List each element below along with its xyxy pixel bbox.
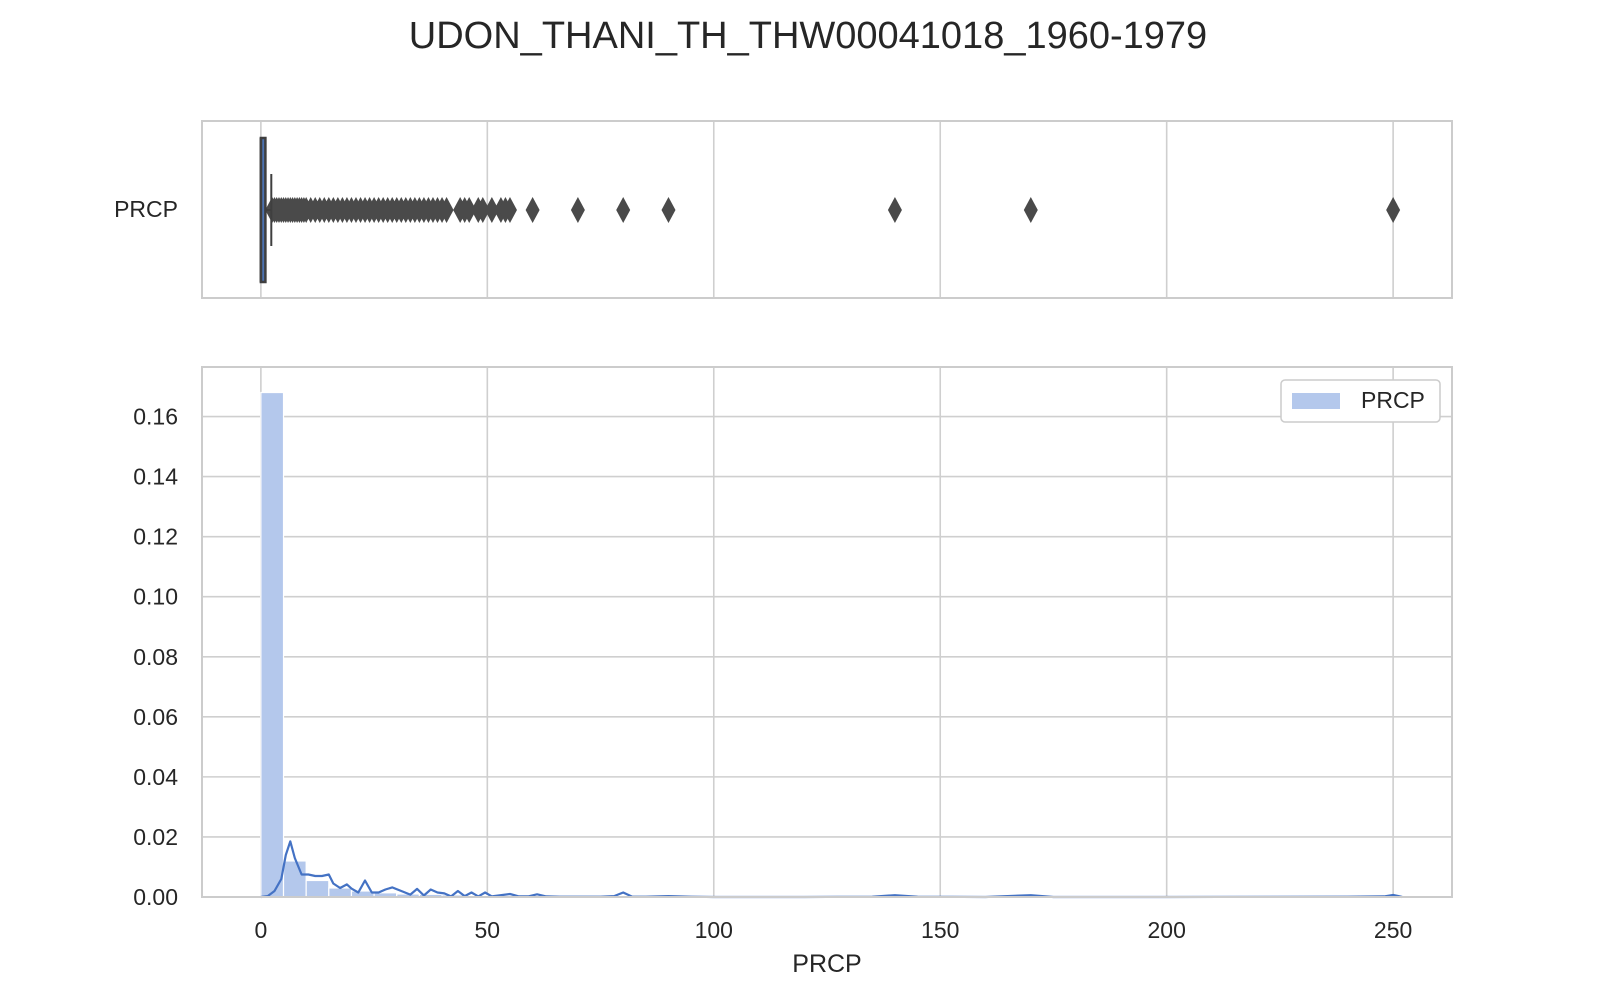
legend-label: PRCP [1361,387,1425,413]
ytick-label-5: 0.10 [133,584,178,610]
histogram-xtick-labels: 0 50 100 150 200 250 [254,917,1412,943]
ytick-label-6: 0.12 [133,524,178,550]
legend: PRCP [1281,380,1440,422]
histogram-ytick-labels: 0.00 0.02 0.04 0.06 0.08 0.10 0.12 0.14 0.16 [133,404,178,910]
xtick-label-50: 50 [475,917,501,943]
histogram-bar-0 [261,393,284,897]
outlier-point-56 [526,197,540,223]
histogram-panel: 0.00 0.02 0.04 0.06 0.08 0.10 0.12 0.14 0.16 0 50… [133,367,1452,978]
ytick-label-8: 0.16 [133,404,178,430]
ytick-label-4: 0.08 [133,644,178,670]
histogram-bar-1 [284,861,307,897]
histogram-bar-2 [306,880,329,897]
histogram-xlabel: PRCP [792,950,861,978]
outlier-point-59 [661,197,675,223]
ytick-label-0: 0.00 [133,884,178,910]
legend-swatch [1292,393,1340,409]
histogram-gridlines [202,367,1452,897]
ytick-label-7: 0.14 [133,464,178,490]
histogram-frame [202,367,1452,897]
boxplot-outliers [265,197,1400,223]
kde-line [261,841,1402,897]
histogram-bar-3 [329,888,352,897]
chart-title: UDON_THANI_TH_THW00041018_1960-1979 [409,15,1207,57]
ytick-label-1: 0.02 [133,824,178,850]
outlier-point-60 [888,197,902,223]
outlier-point-58 [616,197,630,223]
ytick-label-3: 0.06 [133,704,178,730]
xtick-label-0: 0 [254,917,267,943]
outlier-point-57 [571,197,585,223]
boxplot-ytick-label: PRCP [114,196,178,222]
xtick-label-200: 200 [1147,917,1185,943]
xtick-label-150: 150 [921,917,959,943]
outlier-point-61 [1024,197,1038,223]
outlier-point-62 [1386,197,1400,223]
ytick-label-2: 0.04 [133,764,178,790]
boxplot-panel: PRCP [114,121,1452,298]
xtick-label-100: 100 [695,917,733,943]
boxplot-box [261,138,271,282]
xtick-label-250: 250 [1374,917,1412,943]
